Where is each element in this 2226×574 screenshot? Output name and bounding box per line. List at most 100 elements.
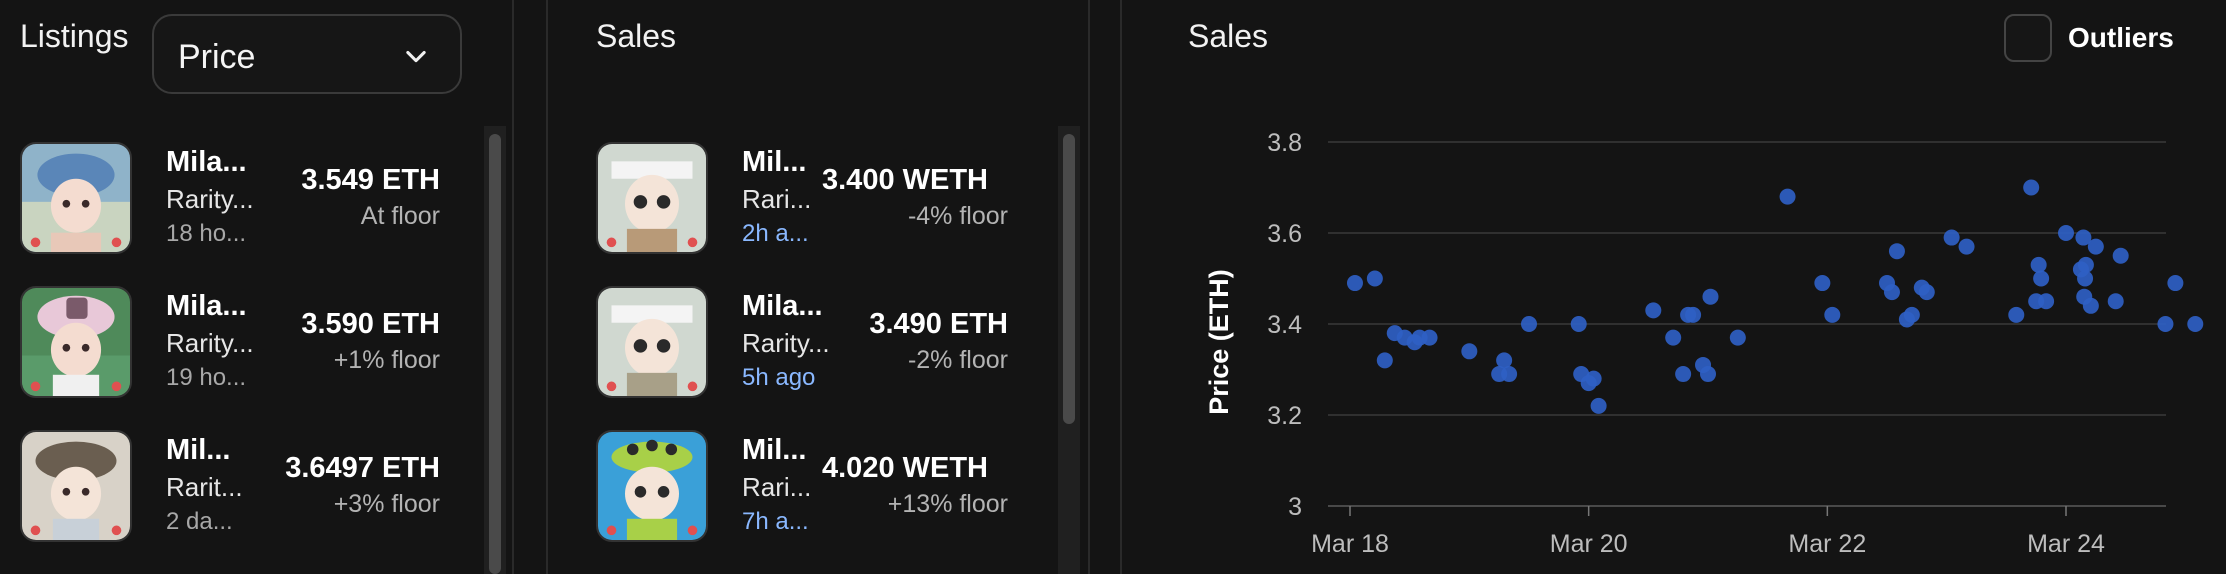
sale-point[interactable]: [2077, 256, 2094, 273]
listings-title: Listings: [20, 18, 129, 54]
sale-floor-diff: -4% floor: [907, 202, 1008, 230]
sale-point[interactable]: [1421, 329, 1438, 346]
listing-floor-diff: +3% floor: [333, 490, 440, 518]
sale-price: 3.490 ETH: [869, 308, 1008, 340]
sale-point[interactable]: [1814, 275, 1831, 292]
sale-point[interactable]: [2187, 316, 2204, 332]
sale-point[interactable]: [1346, 275, 1363, 292]
outliers-label[interactable]: Outliers: [2068, 22, 2174, 53]
sale-point[interactable]: [2058, 225, 2074, 241]
sale-rarity: Rari...: [742, 472, 812, 502]
x-axis-ticks: Mar 18 Mar 20 Mar 22 Mar 24: [1311, 506, 2105, 558]
sale-time[interactable]: 2h a...: [742, 220, 809, 247]
nft-avatar-image: [598, 288, 706, 396]
sale-point[interactable]: [1888, 243, 1905, 260]
sales-list-scrollbar[interactable]: [1058, 126, 1080, 574]
sale-point[interactable]: [1903, 306, 1920, 323]
sale-point[interactable]: [1645, 302, 1662, 319]
sale-name: Mil...: [742, 146, 807, 178]
sale-name: Mila...: [742, 290, 823, 322]
y-tick-label: 3.4: [1267, 311, 1302, 339]
listings-panel: Listings Price Mila... Rarity... 18 ho..…: [0, 0, 512, 574]
sale-point[interactable]: [2008, 306, 2025, 323]
nft-avatar-image: [22, 144, 130, 252]
sale-point[interactable]: [1729, 329, 1746, 346]
sale-point[interactable]: [2082, 297, 2099, 314]
listings-scrollbar[interactable]: [484, 126, 506, 574]
nft-thumbnail: [20, 286, 132, 398]
sale-point[interactable]: [1779, 188, 1796, 205]
listing-floor-diff: At floor: [360, 202, 440, 230]
sale-point[interactable]: [1958, 238, 1975, 255]
sale-point[interactable]: [1665, 329, 1682, 346]
listing-name: Mil...: [166, 434, 231, 466]
sale-point[interactable]: [1501, 366, 1518, 383]
y-tick-label: 3.8: [1267, 129, 1302, 157]
sale-point[interactable]: [2112, 247, 2129, 264]
sale-point[interactable]: [1496, 352, 1513, 369]
sale-point[interactable]: [2030, 256, 2047, 273]
nft-thumbnail: [596, 430, 708, 542]
x-tick-label: Mar 22: [1788, 530, 1866, 558]
sales-chart-title: Sales: [1188, 18, 1269, 54]
sale-point[interactable]: [1590, 397, 1607, 414]
sale-point[interactable]: [2107, 293, 2124, 310]
sale-point[interactable]: [2033, 270, 2050, 287]
sale-point[interactable]: [1700, 366, 1716, 383]
sale-point[interactable]: [2023, 179, 2040, 196]
sale-point[interactable]: [2077, 270, 2094, 287]
sale-point[interactable]: [1883, 284, 1900, 301]
sale-point[interactable]: [2087, 238, 2104, 255]
nft-avatar-image: [22, 288, 130, 396]
sale-point[interactable]: [2038, 293, 2055, 310]
listing-time: 19 ho...: [166, 364, 247, 391]
sale-point[interactable]: [1685, 306, 1702, 323]
sort-dropdown[interactable]: Price: [152, 14, 462, 94]
sale-item[interactable]: Mil... Rari... 2h a... 3.400 WETH -4% fl…: [596, 142, 1008, 262]
sale-point[interactable]: [1376, 352, 1393, 369]
listing-rarity: Rarit...: [166, 472, 243, 502]
sale-point[interactable]: [1675, 366, 1692, 383]
sale-point[interactable]: [1824, 306, 1841, 323]
scatter-points: [1346, 179, 2204, 414]
chart-gridlines: [1328, 141, 2166, 507]
sale-point[interactable]: [1702, 288, 1719, 305]
listing-time: 18 ho...: [166, 220, 247, 247]
listing-item[interactable]: Mila... Rarity... 19 ho... 3.590 ETH +1%…: [20, 286, 440, 406]
sale-point[interactable]: [2157, 316, 2174, 332]
listing-price: 3.6497 ETH: [285, 452, 440, 484]
outliers-checkbox[interactable]: [2004, 14, 2052, 62]
listings-scrollbar-thumb[interactable]: [489, 134, 501, 574]
sale-time[interactable]: 7h a...: [742, 508, 809, 535]
sale-price: 3.400 WETH: [822, 164, 988, 196]
sale-point[interactable]: [1366, 270, 1383, 287]
sale-point[interactable]: [1461, 343, 1478, 360]
sale-rarity: Rarity...: [742, 328, 830, 358]
sale-item[interactable]: Mil... Rari... 7h a... 4.020 WETH +13% f…: [596, 430, 1008, 550]
sale-point[interactable]: [1585, 370, 1602, 387]
sales-list-scrollbar-thumb[interactable]: [1063, 134, 1075, 424]
chevron-down-icon: [406, 50, 426, 63]
listing-item[interactable]: Mil... Rarit... 2 da... 3.6497 ETH +3% f…: [20, 430, 440, 550]
sales-chart-panel: Sales Outliers 3 3.2 3.4 3.6 3.8 Mar 18 Mar 2…: [1122, 0, 2226, 574]
sale-item[interactable]: Mila... Rarity... 5h ago 3.490 ETH -2% f…: [596, 286, 1008, 406]
panel-divider: [1088, 0, 1090, 574]
nft-avatar-image: [598, 432, 706, 540]
sale-point[interactable]: [1521, 316, 1537, 332]
panel-divider: [512, 0, 514, 574]
nft-avatar-image: [598, 144, 706, 252]
sale-point[interactable]: [1570, 316, 1587, 332]
sale-point[interactable]: [1918, 284, 1935, 301]
y-axis-ticks: 3 3.2 3.4 3.6 3.8: [1267, 129, 1302, 521]
sale-point[interactable]: [2167, 275, 2184, 292]
x-tick-label: Mar 18: [1311, 530, 1389, 558]
nft-thumbnail: [596, 286, 708, 398]
listing-floor-diff: +1% floor: [333, 346, 440, 374]
sale-point[interactable]: [2075, 229, 2092, 246]
sale-point[interactable]: [1943, 229, 1960, 246]
nft-thumbnail: [596, 142, 708, 254]
sale-time[interactable]: 5h ago: [742, 364, 816, 391]
listing-item[interactable]: Mila... Rarity... 18 ho... 3.549 ETH At …: [20, 142, 440, 262]
listing-time: 2 da...: [166, 508, 233, 535]
listing-rarity: Rarity...: [166, 328, 254, 358]
